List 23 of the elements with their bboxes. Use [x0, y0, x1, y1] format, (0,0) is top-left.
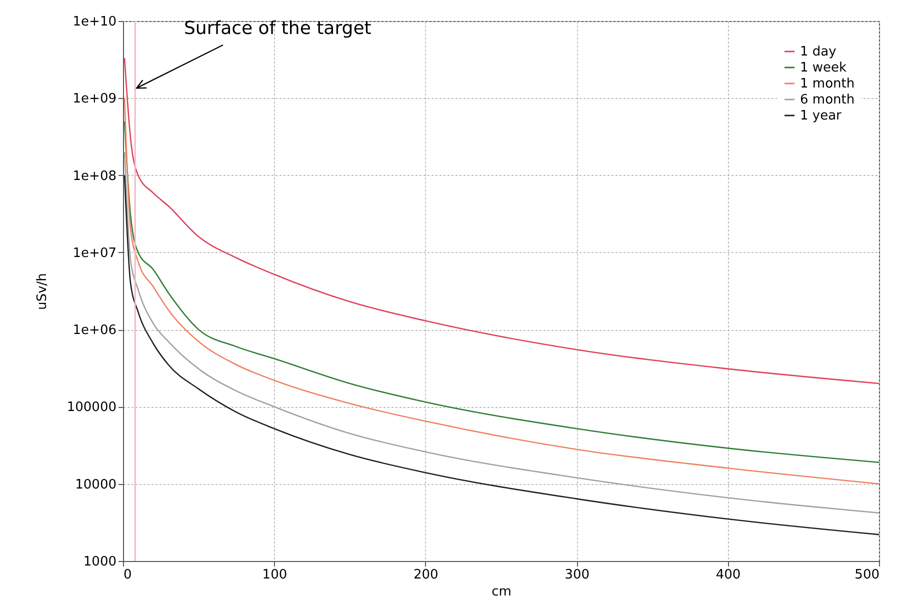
annotation: Surface of the target: [184, 18, 372, 39]
y-tick-label: 1e+06: [72, 323, 116, 338]
legend-label: 1 week: [800, 60, 848, 76]
x-tick-label: 100: [262, 568, 288, 582]
x-tick-label: 200: [413, 568, 438, 582]
legend-label: 1 month: [800, 76, 855, 92]
y-tick-label: 1000: [83, 554, 116, 570]
legend-label: 1 day: [800, 44, 837, 60]
y-tick-label: 1e+07: [72, 246, 116, 261]
x-tick-label: 500: [854, 568, 880, 582]
y-axis-title: uSv/h: [34, 273, 50, 310]
y-tick-label: 1e+09: [72, 92, 116, 107]
x-axis-title: cm: [492, 584, 512, 600]
y-tick-label: 1e+10: [72, 14, 116, 30]
y-tick-label: 10000: [75, 477, 116, 492]
x-tick-label: 0: [124, 568, 132, 582]
line-series: [124, 57, 879, 384]
legend-label: 6 month: [800, 92, 855, 108]
y-tick-label: 1e+08: [72, 168, 116, 184]
x-tick-label: 300: [564, 568, 590, 582]
x-tick-label: 400: [716, 568, 741, 582]
y-tick-label: 100000: [66, 400, 116, 416]
legend-label: 1 year: [800, 108, 842, 124]
